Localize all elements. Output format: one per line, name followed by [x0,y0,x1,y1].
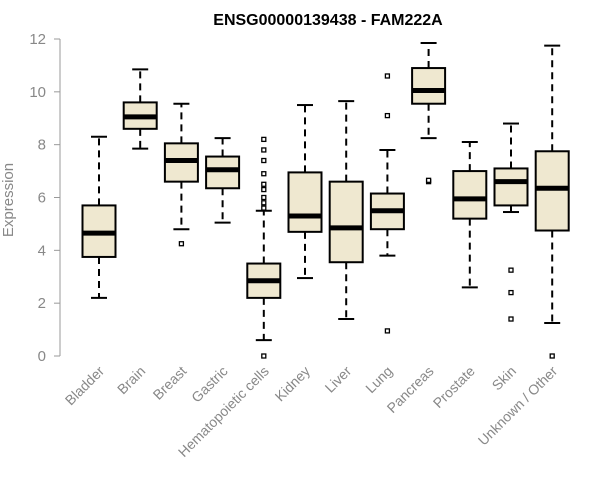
y-tick-label: 12 [29,31,46,48]
y-tick-label: 2 [38,295,46,312]
outlier-point [261,136,267,143]
box-iqr [287,171,323,233]
outlier-point [261,147,267,153]
y-tick-label: 0 [38,348,46,365]
chart-title: ENSG00000139438 - FAM222A [213,12,443,29]
x-tick-label: Liver [322,363,355,396]
box-hematopoietic-cells [246,136,282,359]
outlier-point [261,200,267,206]
x-tick-label: Prostate [430,363,478,411]
box-breast [163,102,199,247]
box-lung [369,73,405,334]
outlier-point [549,353,555,359]
y-axis: 0 2 4 6 8 10 12 [29,31,61,365]
outlier-point [384,112,391,119]
box-brain [122,68,158,150]
x-tick-label: Kidney [272,363,314,405]
y-tick-label: 6 [38,190,46,207]
box-iqr [534,150,570,232]
box-prostate [452,141,488,289]
box-iqr [411,67,447,105]
box-skin [493,122,529,322]
box-pancreas [411,41,447,185]
x-tick-label: Brain [114,363,148,397]
outlier-point [508,289,514,296]
box-bladder [81,135,117,299]
y-tick-label: 4 [38,242,46,259]
box-gastric [205,137,241,224]
outlier-point [261,194,267,201]
outlier-point [261,353,267,359]
box-iqr [493,167,529,207]
box-iqr [328,180,364,264]
outlier-point [425,177,432,183]
outlier-point [508,316,514,322]
x-tick-label: Breast [150,363,190,403]
x-tick-label: Bladder [62,363,108,409]
outlier-point [384,328,391,334]
outlier-point [261,186,267,193]
box-unknown-other [534,44,570,359]
outlier-point [261,205,267,211]
outlier-point [261,181,267,187]
outlier-point [384,73,391,79]
box-liver [328,100,364,321]
box-iqr [205,155,241,190]
y-tick-label: 10 [29,84,46,101]
outlier-point [178,241,185,247]
outlier-point [508,267,514,273]
outlier-point [261,171,267,177]
x-tick-label: Lung [362,363,395,396]
y-axis-label: Expression [0,163,17,237]
y-tick-label: 8 [38,137,46,154]
x-tick-label: Skin [489,363,520,394]
box-kidney [287,104,323,280]
outlier-point [261,157,267,164]
box-layer [81,41,570,359]
box-iqr [452,170,488,220]
